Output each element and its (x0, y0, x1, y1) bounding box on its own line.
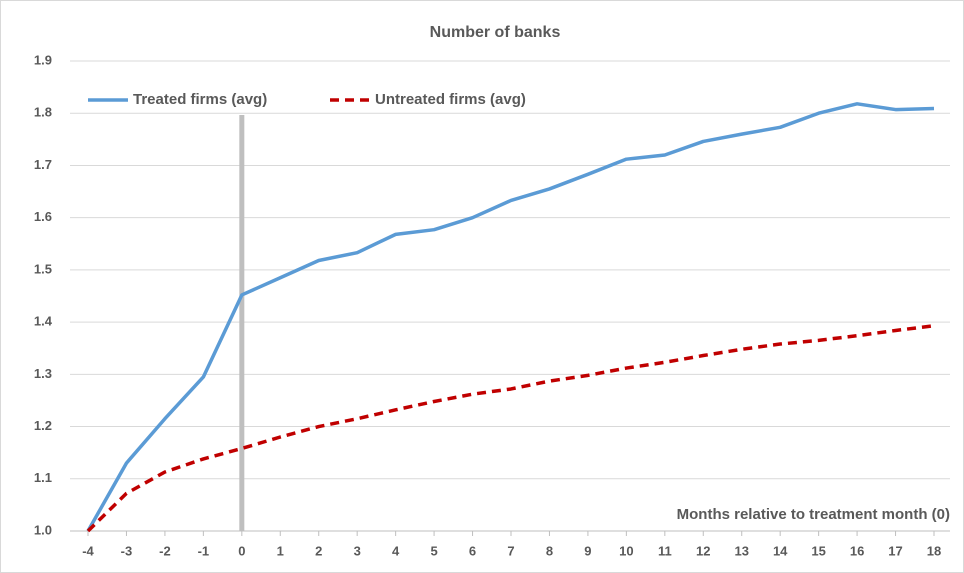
x-tick-label: 10 (619, 543, 633, 558)
y-tick-label: 1.2 (34, 418, 52, 433)
x-tick-label: 9 (584, 543, 591, 558)
x-tick-label: 5 (430, 543, 437, 558)
x-tick-label: 2 (315, 543, 322, 558)
x-tick-label: 16 (850, 543, 864, 558)
x-tick-label: 12 (696, 543, 710, 558)
y-tick-label: 1.0 (34, 522, 52, 537)
y-tick-label: 1.3 (34, 366, 52, 381)
legend-label: Untreated firms (avg) (375, 91, 526, 108)
y-tick-label: 1.9 (34, 52, 52, 67)
x-tick-label: 6 (469, 543, 476, 558)
x-tick-label: 14 (773, 543, 788, 558)
x-tick-label: 18 (927, 543, 941, 558)
y-tick-label: 1.1 (34, 470, 52, 485)
y-tick-label: 1.8 (34, 105, 52, 120)
line-series (86, 102, 935, 532)
legend-label: Treated firms (avg) (133, 91, 267, 108)
y-tick-label: 1.5 (34, 261, 52, 276)
x-axis-label: Months relative to treatment month (0) (677, 506, 950, 523)
x-tick-label: -4 (82, 543, 94, 558)
x-tick-label: 0 (238, 543, 245, 558)
x-tick-label: 8 (546, 543, 553, 558)
y-tick-label: 1.6 (34, 209, 52, 224)
x-tick-label: 3 (354, 543, 361, 558)
x-tick-label: -3 (121, 543, 133, 558)
y-tick-label: 1.7 (34, 157, 52, 172)
x-tick-label: -2 (159, 543, 171, 558)
x-tick-label: 4 (392, 543, 400, 558)
x-tick-label: 7 (507, 543, 514, 558)
line-series (86, 324, 935, 533)
x-tick-label: -1 (198, 543, 210, 558)
x-tick-label: 11 (658, 543, 672, 558)
x-tick-label: 17 (888, 543, 902, 558)
chart-title: Number of banks (430, 24, 561, 41)
x-tick-label: 13 (734, 543, 748, 558)
y-tick-label: 1.4 (34, 314, 53, 329)
x-tick-label: 15 (811, 543, 825, 558)
x-tick-label: 1 (277, 543, 284, 558)
